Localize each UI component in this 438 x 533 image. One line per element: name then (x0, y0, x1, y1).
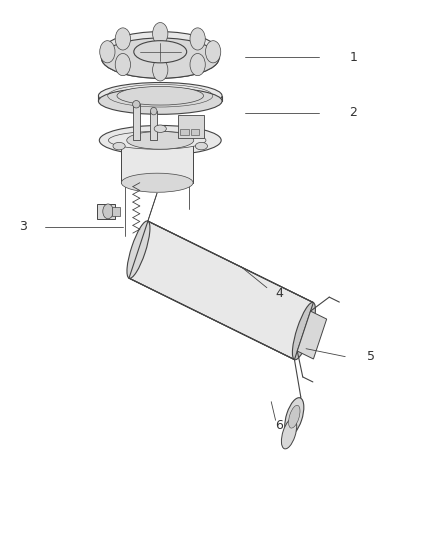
Ellipse shape (102, 38, 219, 78)
Ellipse shape (109, 132, 206, 149)
Ellipse shape (289, 405, 300, 428)
Ellipse shape (205, 41, 221, 63)
Ellipse shape (127, 132, 194, 149)
Bar (180, 128, 188, 135)
Ellipse shape (282, 418, 297, 449)
Polygon shape (129, 221, 313, 360)
Ellipse shape (121, 173, 193, 192)
Ellipse shape (102, 38, 219, 78)
Text: 5: 5 (367, 350, 375, 363)
Ellipse shape (99, 88, 222, 114)
Ellipse shape (102, 31, 219, 72)
Ellipse shape (190, 28, 205, 50)
Ellipse shape (117, 86, 204, 105)
Ellipse shape (134, 41, 187, 63)
Bar (191, 128, 199, 135)
Ellipse shape (152, 59, 168, 81)
Ellipse shape (190, 53, 205, 76)
Bar (150, 111, 157, 140)
Polygon shape (297, 311, 327, 359)
Polygon shape (102, 52, 219, 58)
Ellipse shape (113, 142, 125, 150)
Ellipse shape (285, 398, 304, 435)
Ellipse shape (195, 142, 208, 150)
Text: 6: 6 (276, 419, 283, 432)
Ellipse shape (115, 53, 131, 76)
Ellipse shape (115, 28, 131, 50)
Bar (178, 115, 204, 138)
Ellipse shape (127, 221, 150, 278)
Bar (121, 138, 193, 183)
Ellipse shape (99, 125, 221, 155)
Ellipse shape (154, 125, 166, 132)
Ellipse shape (293, 302, 315, 360)
Ellipse shape (152, 22, 168, 45)
Ellipse shape (103, 204, 113, 219)
Text: 2: 2 (350, 106, 357, 119)
Text: 3: 3 (19, 220, 27, 233)
Ellipse shape (99, 83, 222, 109)
Ellipse shape (150, 108, 157, 115)
Ellipse shape (100, 41, 115, 63)
Text: 1: 1 (350, 51, 357, 63)
Bar (133, 104, 140, 140)
Ellipse shape (133, 101, 140, 108)
Text: 4: 4 (276, 287, 283, 300)
Bar (112, 207, 120, 216)
Bar (97, 204, 115, 219)
